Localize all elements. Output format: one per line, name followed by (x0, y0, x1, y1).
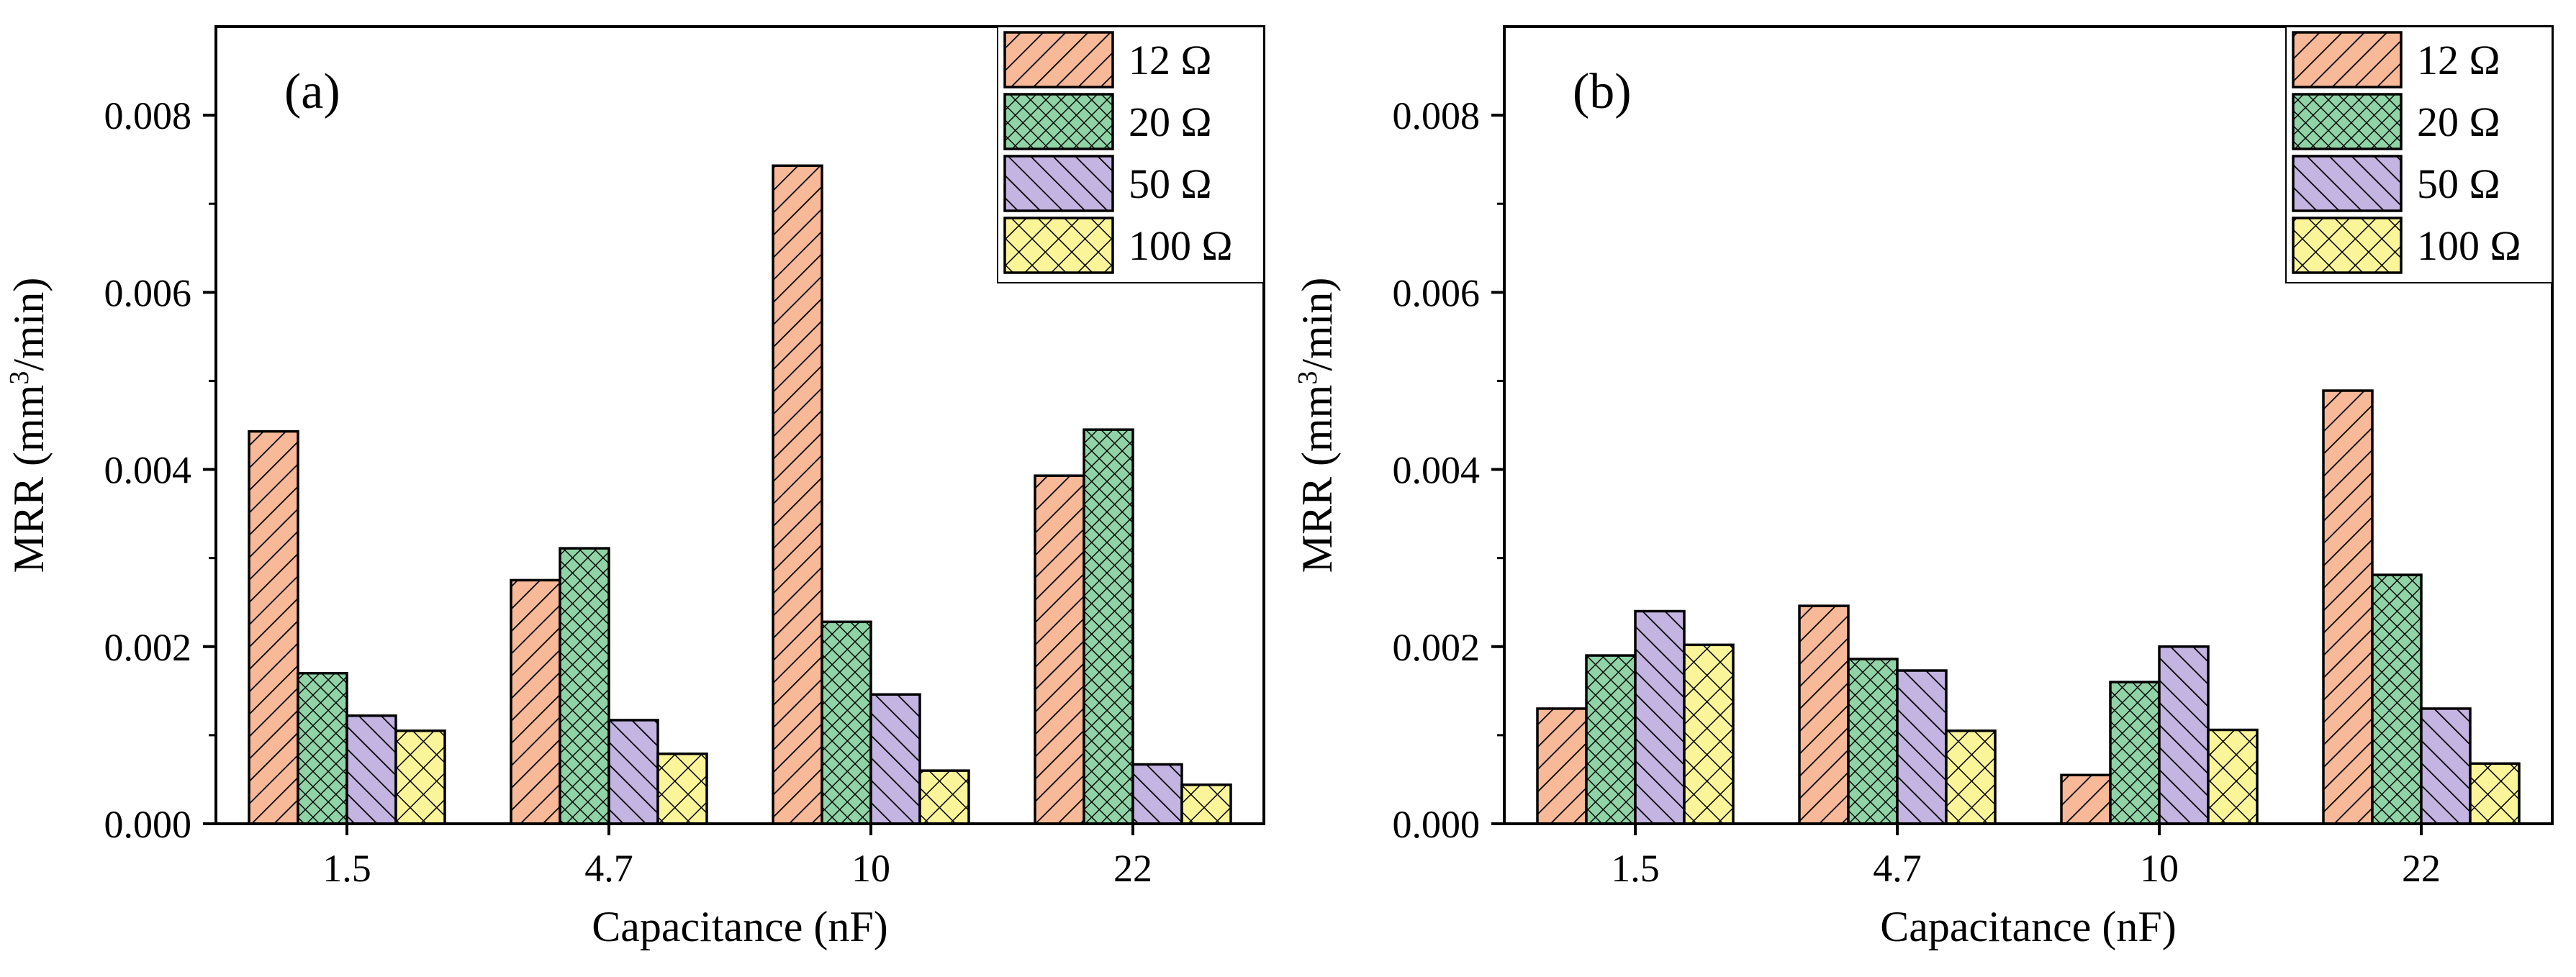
legend-label: 12 Ω (2417, 37, 2500, 83)
legend: 12 Ω 20 Ω 50 Ω 100 Ω (2285, 26, 2553, 283)
bar-50-1-5 (1634, 609, 1686, 825)
legend-item-100: 100 Ω (1003, 217, 1233, 274)
x-tick-label: 4.7 (584, 847, 633, 890)
legend-swatch (1003, 155, 1114, 212)
legend-swatch (2292, 217, 2403, 274)
y-axis-title-suffix: /min) (1293, 278, 1341, 371)
bar-12-4-7 (1798, 604, 1850, 825)
y-tick-label: 0.004 (104, 449, 192, 492)
y-tick-label: 0.008 (1393, 94, 1481, 137)
bar-100-1-5 (394, 729, 446, 825)
x-tick-label: 1.5 (1611, 847, 1660, 890)
bar-20-1-5 (1585, 654, 1637, 825)
bar-100-10 (918, 769, 970, 825)
bar-20-22 (2371, 573, 2423, 825)
x-tick-label: 22 (2402, 847, 2441, 890)
legend-label: 12 Ω (1129, 37, 1212, 83)
y-axis-title-suffix: /min) (5, 278, 53, 371)
legend-swatch (2292, 93, 2403, 150)
bar-100-22 (2469, 762, 2521, 825)
bars-layer (1536, 389, 2521, 825)
x-tick-label: 22 (1113, 847, 1152, 890)
panel-label: (b) (1573, 64, 1632, 119)
bar-50-22 (1131, 763, 1183, 825)
y-axis-title-superscript: 3 (1293, 371, 1323, 385)
x-tick-label: 4.7 (1873, 847, 1922, 890)
bar-20-22 (1083, 428, 1134, 825)
y-axis-title: MRR (mm3/min) (4, 278, 53, 573)
bar-12-1-5 (1536, 707, 1588, 825)
axes-layer: 0.000 0.002 0.004 0.006 0.008 1.5 4.7 10 22 (1393, 94, 2441, 890)
y-tick-label: 0.008 (104, 94, 192, 137)
legend-item-12: 12 Ω (1003, 31, 1212, 88)
legend-item-12: 12 Ω (2292, 31, 2500, 88)
legend-label: 20 Ω (1129, 99, 1212, 145)
bar-50-4-7 (607, 719, 659, 825)
legend-label: 50 Ω (1129, 160, 1212, 207)
bar-100-4-7 (656, 752, 708, 825)
axes-layer: 0.000 0.002 0.004 0.006 0.008 1.5 4.7 10 22 (104, 94, 1153, 890)
x-tick-label: 10 (851, 847, 890, 890)
bar-100-10 (2207, 728, 2259, 825)
legend-label: 20 Ω (2417, 99, 2500, 145)
bar-20-4-7 (559, 547, 610, 825)
x-tick-label: 10 (2140, 847, 2179, 890)
bar-12-4-7 (510, 578, 561, 825)
legend-label: 100 Ω (2417, 222, 2521, 269)
bars-layer (248, 164, 1232, 825)
legend-item-100: 100 Ω (2292, 217, 2521, 274)
bar-20-1-5 (297, 671, 348, 825)
bar-50-10 (869, 693, 921, 825)
x-axis-title: Capacitance (nF) (1880, 903, 2176, 950)
legend-label: 50 Ω (2417, 160, 2500, 207)
legend-swatch (1003, 93, 1114, 150)
bar-50-10 (2158, 645, 2210, 825)
legend-label: 100 Ω (1129, 222, 1233, 269)
bar-20-10 (821, 620, 872, 825)
y-axis-title-prefix: MRR (mm (1293, 385, 1341, 573)
bar-12-22 (1034, 474, 1085, 825)
y-axis-title-prefix: MRR (mm (5, 385, 53, 573)
y-tick-label: 0.004 (1393, 449, 1481, 492)
legend-item-50: 50 Ω (1003, 155, 1212, 212)
y-tick-label: 0.000 (1393, 803, 1481, 846)
panel-label: (a) (284, 64, 340, 119)
bar-50-22 (2420, 707, 2472, 825)
y-tick-label: 0.002 (1393, 626, 1481, 669)
y-tick-label: 0.006 (104, 271, 192, 314)
y-tick-label: 0.006 (1393, 271, 1481, 314)
x-axis-title: Capacitance (nF) (592, 903, 887, 950)
y-tick-label: 0.000 (104, 803, 192, 846)
bar-12-22 (2322, 389, 2374, 825)
legend-swatch (2292, 31, 2403, 88)
y-tick-label: 0.002 (104, 626, 192, 669)
y-axis-title: MRR (mm3/min) (1293, 278, 1341, 573)
bar-12-10 (772, 164, 823, 825)
bar-20-4-7 (1847, 658, 1899, 825)
legend-swatch (1003, 217, 1114, 274)
legend-item-20: 20 Ω (2292, 93, 2500, 150)
bar-100-1-5 (1683, 643, 1735, 825)
plot-frame (1503, 25, 2554, 825)
legend-item-20: 20 Ω (1003, 93, 1212, 150)
x-tick-label: 1.5 (322, 847, 371, 890)
y-axis-title-superscript: 3 (4, 371, 35, 385)
bar-50-1-5 (345, 714, 397, 825)
legend-swatch (1003, 31, 1114, 88)
plot-frame (214, 25, 1265, 825)
bar-12-10 (2060, 773, 2112, 825)
bar-50-4-7 (1896, 669, 1948, 825)
legend-swatch (2292, 155, 2403, 212)
bar-100-22 (1180, 783, 1232, 825)
legend-item-50: 50 Ω (2292, 155, 2500, 212)
bar-12-1-5 (248, 430, 299, 825)
bar-20-10 (2109, 681, 2161, 825)
legend: 12 Ω 20 Ω 50 Ω 100 Ω (997, 26, 1265, 283)
bar-100-4-7 (1945, 729, 1997, 825)
